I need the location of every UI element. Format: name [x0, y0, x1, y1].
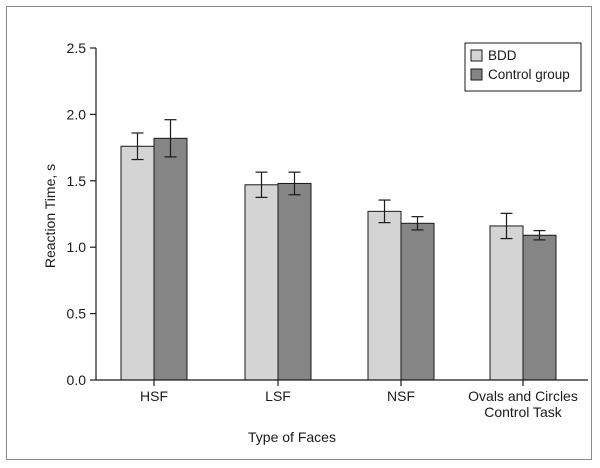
y-tick-label: 2.5	[67, 40, 87, 56]
error-bar	[378, 199, 391, 224]
y-tick-label: 1.0	[67, 239, 87, 255]
bar-bdd-3	[367, 210, 402, 381]
x-tick-label: LSF	[265, 388, 291, 404]
legend-box	[464, 42, 582, 92]
error-bar	[164, 119, 177, 158]
legend-label-bdd: BDD	[488, 48, 517, 63]
bar-bdd-1	[120, 145, 155, 381]
y-tick-label: 2.0	[67, 106, 87, 122]
legend-label-control-group: Control group	[488, 67, 570, 82]
x-tick-label: Ovals and Circles	[468, 388, 578, 404]
error-bar	[411, 216, 424, 231]
y-tick-label: 0.5	[67, 306, 87, 322]
bar-marks	[120, 137, 557, 381]
legend-swatch-bdd	[470, 49, 483, 62]
y-tick-label: 0.0	[67, 372, 87, 388]
legend-swatch-control-group	[470, 68, 483, 81]
bar-bdd-2	[244, 184, 279, 381]
y-axis-ticks: 0.0 0.5 1.0 1.5 2.0 2.5	[67, 40, 96, 388]
bar-control-group-1	[153, 137, 188, 381]
error-bar	[500, 212, 513, 240]
legend: BDD Control group	[464, 42, 582, 92]
error-bars	[131, 119, 546, 241]
x-tick-label: NSF	[387, 388, 415, 404]
error-bar	[533, 230, 546, 241]
x-tick-label: HSF	[140, 388, 168, 404]
error-bar	[255, 171, 268, 198]
x-tick-label: Control Task	[484, 404, 563, 420]
x-axis-label: Type of Faces	[248, 429, 336, 445]
bar-control-group-4	[522, 234, 557, 381]
error-bar	[131, 132, 144, 161]
y-axis-label: Reaction Time, s	[42, 164, 58, 268]
error-bar	[288, 171, 301, 196]
bar-bdd-4	[489, 225, 524, 381]
bar-control-group-3	[400, 222, 435, 381]
y-tick-label: 1.5	[67, 173, 87, 189]
bar-control-group-2	[277, 182, 312, 381]
